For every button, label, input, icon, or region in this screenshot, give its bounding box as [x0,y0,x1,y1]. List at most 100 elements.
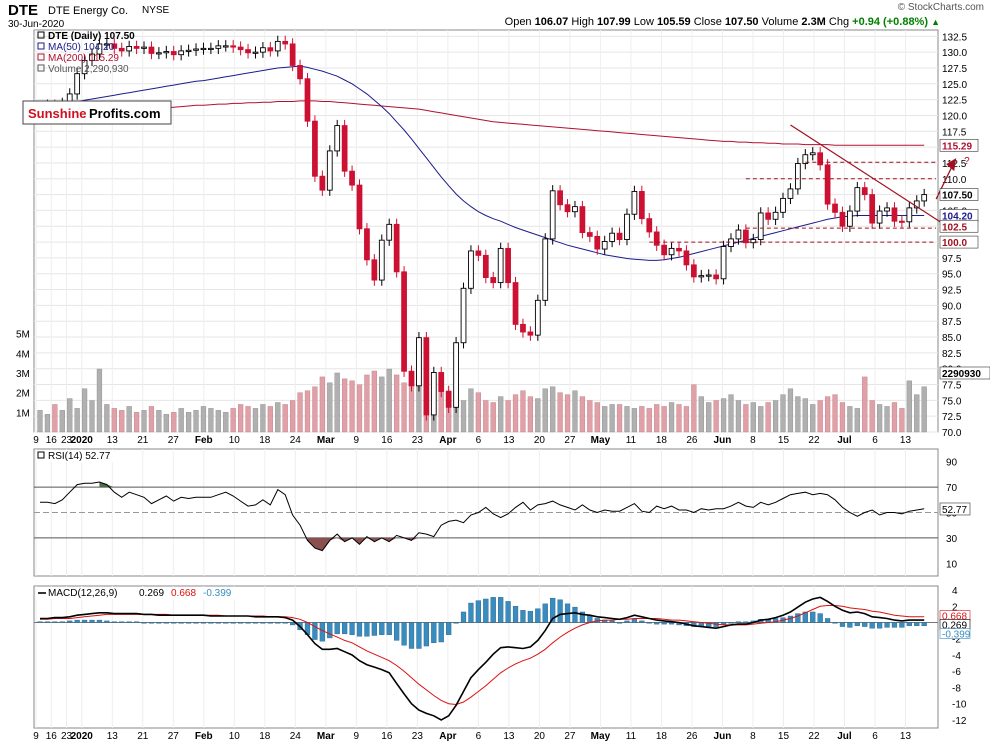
rsi-tick-label: 30 [946,534,958,545]
volume-bar [223,412,229,433]
macd-histogram-bar [237,622,244,624]
candle-down [713,274,720,280]
x-tick-label-bottom: 6 [476,731,482,742]
candle-down [690,264,697,278]
macd-histogram-bar [185,622,192,624]
candle-up [772,211,779,220]
rsi-oversold-fill [307,537,449,551]
candle-up [96,43,103,55]
candle-down [676,247,682,252]
ma50-line [39,65,925,261]
macd-histogram-bar [735,621,742,623]
candle-down [653,231,660,246]
candle-down [341,125,348,172]
price-tick-label: 95.0 [942,270,962,281]
candle-up [542,238,549,301]
price-tick-label: 97.5 [942,254,962,265]
candle-down [364,228,370,261]
volume-bar [282,404,288,433]
macd-histogram-bar [96,619,103,623]
candle-up [728,238,734,247]
level100-tag: 100.0 [942,238,967,249]
x-tick-label: 13 [503,435,515,446]
volume-bar [245,406,251,433]
volume-bar [899,408,905,433]
price-tick-label: 92.5 [942,286,962,297]
price-tick-label: 87.5 [942,317,962,328]
candle-down [899,220,905,223]
change-arrow-icon: ▲ [931,17,940,27]
x-tick-label-bottom: 27 [168,731,180,742]
change-value: +0.94 (+0.88%) [852,16,929,28]
legend-ma200-icon [37,53,45,61]
volume-bar [854,408,860,433]
macd-histogram-bar [535,608,541,623]
close-value: 107.50 [724,16,759,28]
volume-bar [468,388,474,433]
macd-histogram-bar [869,622,875,629]
candle-down [638,190,645,220]
x-tick-label-bottom: 20 [534,731,546,742]
volume-bar [171,412,177,433]
ma200-value-tag: 115.29 [942,141,972,152]
x-tick-label: Mar [317,435,335,446]
rsi-overbought-fill [99,482,130,488]
watermark-part1: Sunshine [28,106,87,121]
legend-ma50: MA(50) 104.20 [48,42,115,53]
volume-bar [148,406,155,433]
x-tick-label: 24 [290,435,302,446]
x-tick-label: 6 [872,435,878,446]
ma200-line [39,100,925,146]
volume-tick-label: 4M [16,349,30,360]
volume-bar [185,412,192,433]
x-tick-label: 9 [354,435,360,446]
volume-value-tag: 2290930 [942,369,981,380]
volume-bar [824,396,831,433]
macd-tick-label: -2 [952,635,961,646]
candle-down [742,229,749,244]
macd-histogram-bar [728,622,734,624]
change-label: Chg [828,16,850,28]
macd-histogram-bar [914,622,920,626]
volume-value-tag-box [939,366,990,380]
candle-down [564,204,571,213]
volume-bar [483,400,489,433]
candle-down [118,47,125,52]
macd-histogram-bar [720,622,727,625]
low-label: Low [633,16,654,28]
volume-bar [765,402,771,433]
rsi-legend-bg [36,450,136,462]
candle-up [81,59,88,75]
x-tick-label: 15 [778,435,790,446]
macd-histogram-bar [646,622,652,624]
volume-bar [460,400,467,433]
candle-up [89,53,95,61]
macd-histogram-bar [899,622,905,628]
candle-down [661,244,667,256]
macd-histogram-bar [148,622,155,624]
question-annotation: ? [964,156,970,167]
x-tick-label: Apr [439,435,456,446]
volume-bar [743,404,749,433]
macd-histogram-bar [260,622,266,624]
x-tick-label: 2020 [71,435,94,446]
volume-bar [862,376,868,433]
volume-bar [408,384,415,433]
volume-bar [319,376,325,433]
macd-histogram-bar [59,621,65,623]
macd-line [40,596,925,721]
candle-down [289,43,296,66]
macd-histogram-bar [104,620,110,623]
macd-histogram-bar [824,618,831,623]
macd-histogram-bar [847,622,853,628]
macd-histogram-bar [862,622,868,627]
macd-tick-label: -8 [952,683,961,694]
macd-histogram-bar [832,622,838,624]
candle-up [549,190,556,240]
volume-bar [691,384,697,433]
volume-bar [683,406,690,433]
volume-bar [847,406,853,433]
volume-bar [260,404,266,433]
x-tick-label: Jun [714,435,732,446]
volume-bar [104,404,110,433]
